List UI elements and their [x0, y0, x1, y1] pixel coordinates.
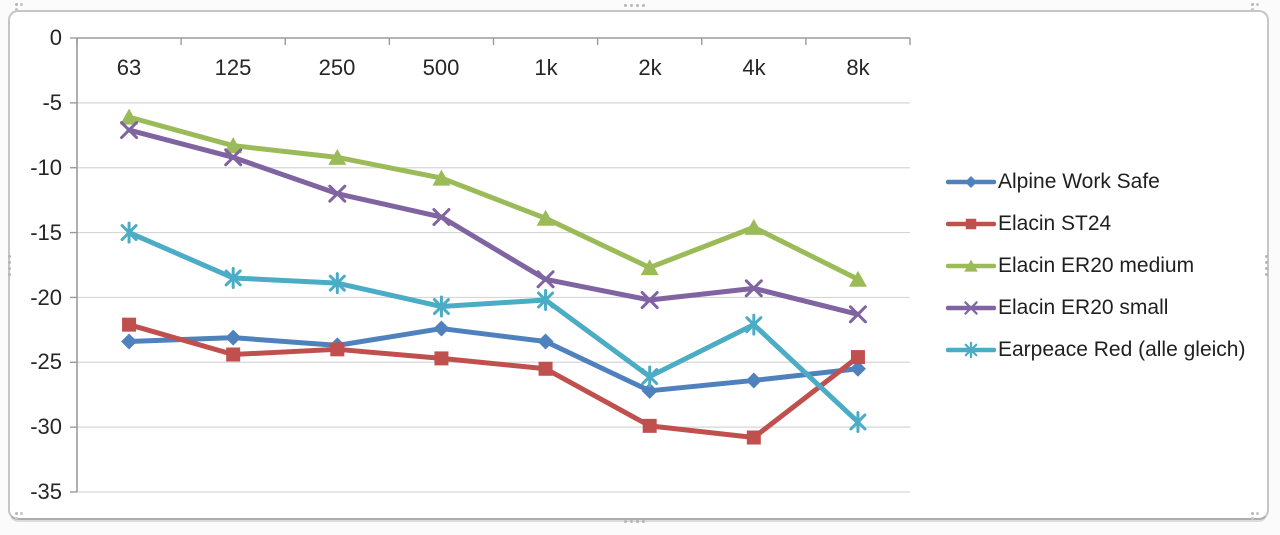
legend-label: Elacin ER20 medium — [998, 254, 1195, 277]
legend-item-earpeace-red[interactable]: Earpeace Red (alle gleich) — [946, 336, 1245, 364]
series-elacin-er20-small[interactable] — [120, 121, 867, 324]
selection-handle-left[interactable] — [8, 255, 11, 258]
selection-handle-top[interactable] — [624, 4, 627, 7]
legend-item-elacin-er20-small[interactable]: Elacin ER20 small — [946, 294, 1168, 322]
legend-label: Elacin ER20 small — [998, 296, 1169, 319]
legend-item-alpine-work-safe[interactable]: Alpine Work Safe — [946, 168, 1160, 196]
selection-handle-right[interactable] — [1265, 255, 1268, 258]
selection-handle-top-left[interactable] — [15, 3, 18, 6]
legend-item-elacin-st24[interactable]: Elacin ST24 — [946, 210, 1111, 238]
legend-swatch-square-icon — [946, 218, 996, 230]
legend-label: Elacin ST24 — [998, 212, 1112, 235]
legend-swatch-x-icon — [946, 301, 996, 315]
legend-swatch-diamond-icon — [946, 176, 996, 188]
legend-item-elacin-er20-medium[interactable]: Elacin ER20 medium — [946, 252, 1194, 280]
series-elacin-st24[interactable] — [122, 317, 865, 445]
selection-handle-bottom[interactable] — [624, 520, 627, 523]
gridlines — [70, 37, 911, 493]
selection-handle-bottom-left[interactable] — [15, 512, 18, 515]
legend-label: Alpine Work Safe — [998, 170, 1160, 193]
legend-swatch-asterisk-icon — [946, 341, 996, 359]
selection-handle-top-right[interactable] — [1251, 3, 1254, 6]
selection-handle-bottom-right[interactable] — [1251, 512, 1254, 515]
legend-swatch-triangle-icon — [946, 259, 996, 272]
legend-label: Earpeace Red (alle gleich) — [998, 338, 1246, 361]
series-earpeace-red-alle-gleich[interactable] — [120, 221, 867, 433]
series-elacin-er20-medium[interactable] — [120, 108, 867, 287]
